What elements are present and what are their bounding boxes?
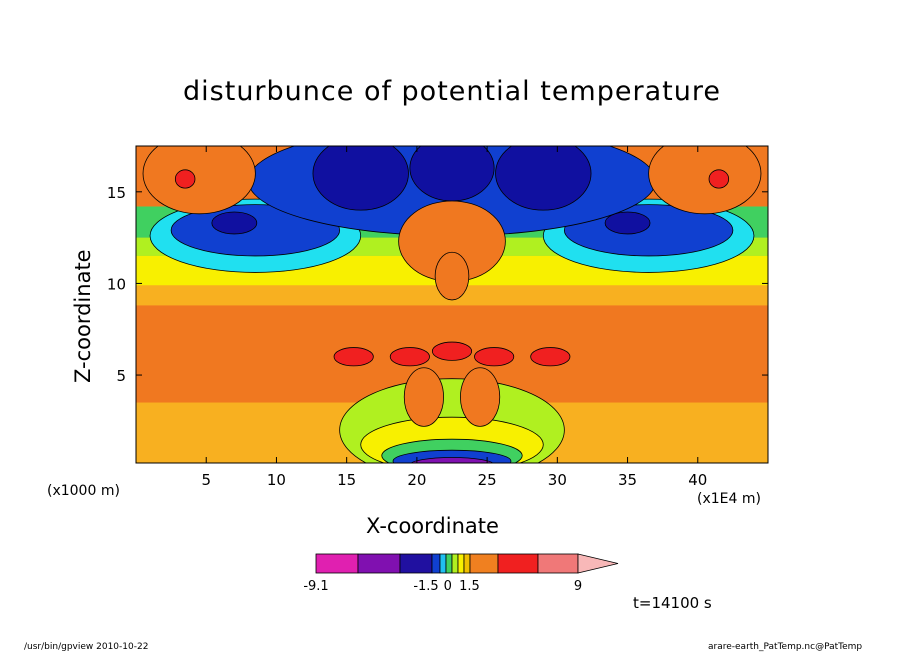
colorbar-cell-1 <box>357 553 401 574</box>
plot-frame <box>135 145 769 464</box>
red-cell-3 <box>474 347 515 367</box>
footer-filename: arare-earth_PatTemp.nc@PatTemp <box>708 642 863 652</box>
navy-spot-1 <box>604 211 651 235</box>
x-tick-label-4: 25 <box>478 471 497 489</box>
colorbar-label-0: -9.1 <box>303 579 328 594</box>
x-tick-label-6: 35 <box>618 471 637 489</box>
colorbar-cell-8 <box>463 553 471 574</box>
x-tick-label-3: 20 <box>407 471 426 489</box>
colorbar-cell-11 <box>537 553 579 574</box>
colorbar-arrow <box>577 553 619 574</box>
footer-command: /usr/bin/gpview 2010-10-22 <box>24 642 149 652</box>
red-cell-1 <box>389 347 430 367</box>
y-axis-label: Z-coordinate <box>71 249 95 383</box>
colorbar: -9.1 -1.5 0 1.5 9 <box>303 553 619 594</box>
warm-top-left <box>142 146 256 215</box>
navy-core-center <box>409 146 495 202</box>
time-annotation: t=14100 s <box>633 594 712 612</box>
axis-ticks: 5 10 15 20 25 30 35 40 5 10 15 <box>107 146 768 489</box>
x-unit-label: (x1000 m) <box>47 483 120 499</box>
y-tick-label-0: 5 <box>116 367 126 385</box>
mountain-warm-left <box>403 367 444 427</box>
red-cell-0 <box>333 347 374 367</box>
red-cell-2 <box>431 341 473 361</box>
navy-spot-0 <box>211 211 258 235</box>
x-tick-label-1: 10 <box>267 471 286 489</box>
warm-top-right <box>648 146 762 215</box>
colorbar-label-1: -1.5 <box>413 579 438 594</box>
colorbar-cell-6 <box>451 553 459 574</box>
y-tick-label-2: 15 <box>107 184 126 202</box>
colorbar-label-2: 0 <box>444 579 452 594</box>
y-tick-label-1: 10 <box>107 275 126 293</box>
central-warm-stem <box>434 251 470 301</box>
colorbar-cell-7 <box>457 553 465 574</box>
red-spot-top-left <box>174 169 196 189</box>
blue-core-1 <box>563 204 734 257</box>
x-scale-label: (x1E4 m) <box>697 491 761 507</box>
colorbar-label-3: 1.5 <box>459 579 480 594</box>
mountain-warm-right <box>460 367 501 427</box>
chart-title: disturbunce of potential temperature <box>183 76 721 107</box>
red-cell-4 <box>530 347 571 367</box>
blue-core-0 <box>170 204 341 257</box>
x-tick-label-0: 5 <box>201 471 211 489</box>
x-tick-label-5: 30 <box>548 471 567 489</box>
surface-purple-zone <box>410 457 494 463</box>
colorbar-cell-5 <box>445 553 453 574</box>
colorbar-cell-3 <box>431 553 441 574</box>
navy-core-left <box>312 146 409 211</box>
colorbar-cell-0 <box>315 553 359 574</box>
colorbar-cell-9 <box>469 553 499 574</box>
colorbar-cell-4 <box>439 553 447 574</box>
colorbar-cell-10 <box>497 553 539 574</box>
red-spot-top-right <box>708 169 730 189</box>
colorbar-cell-2 <box>399 553 433 574</box>
x-axis-label: X-coordinate <box>366 514 499 538</box>
x-tick-label-2: 15 <box>337 471 356 489</box>
navy-core-right <box>495 146 592 211</box>
x-tick-label-7: 40 <box>688 471 707 489</box>
colorbar-label-4: 9 <box>574 579 582 594</box>
contour-field <box>136 146 768 463</box>
